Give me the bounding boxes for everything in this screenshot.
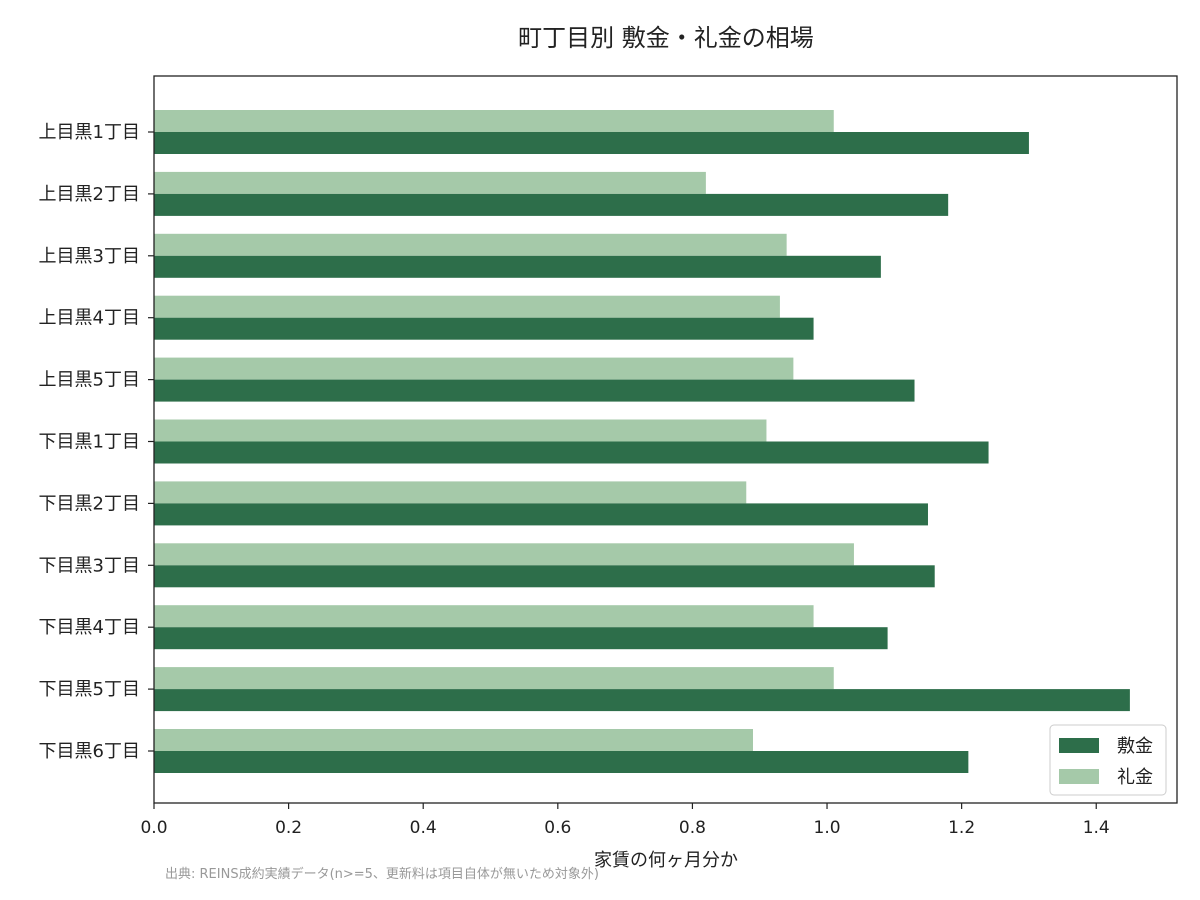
source-note: 出典: REINS成約実績データ(n>=5、更新料は項目自体が無いため対象外) [165,866,599,882]
bar-reikin [154,481,747,504]
y-tick-label: 下目黒1丁目 [39,432,140,453]
bar-reikin [154,543,854,566]
bar-reikin [154,605,814,628]
x-tick-label: 0.8 [679,818,706,838]
x-axis-label: 家賃の何ヶ月分か [594,850,738,871]
bar-reikin [154,295,780,318]
bar-shikikin [154,689,1130,712]
y-tick-label: 下目黒5丁目 [39,679,140,700]
bar-shikikin [154,565,935,588]
bar-shikikin [154,193,949,216]
y-tick-label: 下目黒4丁目 [39,617,140,638]
x-tick-label: 1.4 [1083,818,1110,838]
bar-shikikin [154,503,928,526]
bar-reikin [154,110,834,132]
bar-shikikin [154,379,915,402]
legend-swatch [1059,738,1099,753]
x-tick-label: 0.2 [275,818,302,838]
bar-reikin [154,233,787,256]
bar-reikin [154,729,753,751]
bars-layer [154,110,1130,773]
y-tick-label: 上目黒4丁目 [39,308,140,329]
x-tick-label: 0.4 [410,818,437,838]
plot-frame [153,75,1178,804]
y-tick-label: 上目黒2丁目 [39,184,140,205]
bar-shikikin [154,441,989,464]
bar-reikin [154,171,706,194]
x-tick-label: 1.0 [814,818,841,838]
y-tick-label: 下目黒3丁目 [39,555,140,576]
bar-shikikin [154,627,888,650]
bar-reikin [154,419,767,442]
bar-shikikin [154,255,881,278]
y-tick-label: 上目黒3丁目 [39,246,140,267]
y-tick-label: 上目黒5丁目 [39,370,140,391]
legend-label: 敷金 [1117,736,1153,757]
bar-shikikin [154,132,1029,154]
x-axis: 0.0 0.2 0.4 0.6 0.8 1.0 1.2 1.4 [140,803,1110,838]
y-axis: 上目黒1丁目上目黒2丁目上目黒3丁目上目黒4丁目上目黒5丁目下目黒1丁目下目黒2… [39,122,154,762]
legend-label: 礼金 [1117,767,1153,788]
x-tick-label: 0.6 [544,818,571,838]
y-tick-label: 下目黒2丁目 [39,493,140,514]
bar-shikikin [154,751,969,773]
y-tick-label: 下目黒6丁目 [39,741,140,762]
chart-title: 町丁目別 敷金・礼金の相場 [518,24,814,52]
x-tick-label: 1.2 [948,818,975,838]
bar-shikikin [154,317,814,340]
y-tick-label: 上目黒1丁目 [39,122,140,143]
bar-reikin [154,357,794,380]
bar-reikin [154,667,834,690]
legend-swatch [1059,769,1099,784]
x-tick-label: 0.0 [140,818,167,838]
